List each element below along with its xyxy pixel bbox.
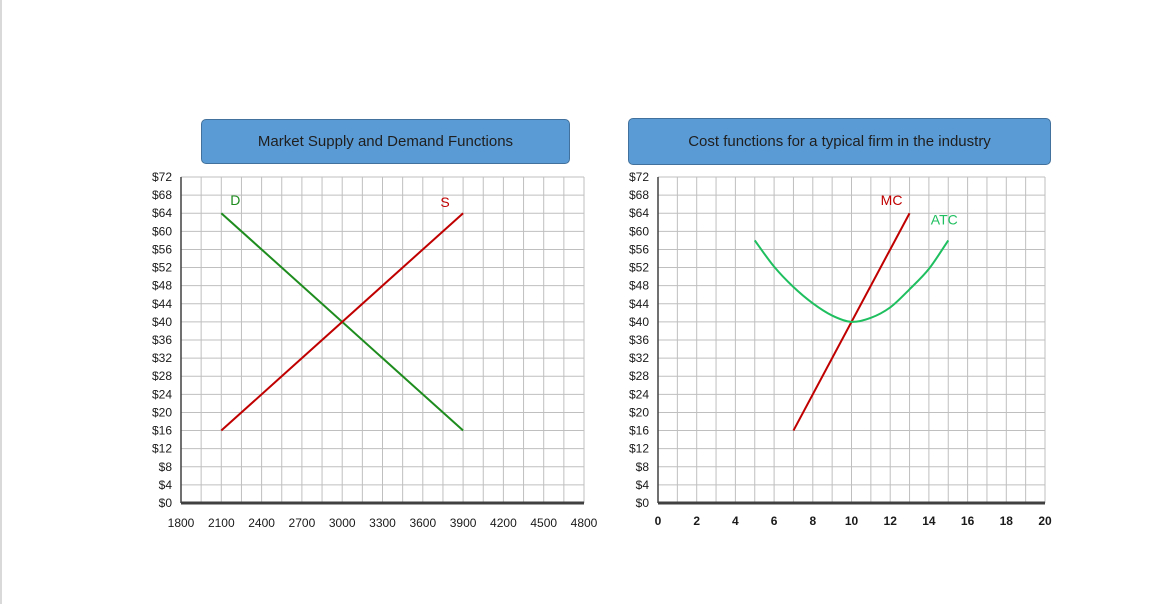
y-tick-label: $32 — [152, 351, 172, 365]
y-tick-label: $8 — [636, 460, 650, 474]
x-tick-label: 2400 — [248, 516, 275, 530]
y-tick-label: $0 — [159, 496, 173, 510]
y-tick-label: $4 — [636, 478, 650, 492]
y-tick-label: $44 — [629, 297, 649, 311]
x-tick-label: 3000 — [329, 516, 356, 530]
y-tick-label: $28 — [152, 369, 172, 383]
y-tick-label: $0 — [636, 496, 650, 510]
x-tick-label: 10 — [845, 514, 859, 528]
x-tick-label: 8 — [809, 514, 816, 528]
x-tick-label: 14 — [922, 514, 936, 528]
x-tick-label: 1800 — [168, 516, 195, 530]
y-tick-label: $44 — [152, 297, 172, 311]
x-tick-label: 3900 — [450, 516, 477, 530]
y-tick-label: $56 — [629, 242, 649, 256]
y-tick-label: $72 — [152, 170, 172, 184]
y-tick-label: $24 — [152, 387, 172, 401]
y-tick-label: $68 — [629, 188, 649, 202]
series-label-s: S — [440, 194, 449, 210]
y-tick-label: $40 — [152, 315, 172, 329]
cost-chart-title: Cost functions for a typical firm in the… — [628, 118, 1051, 165]
x-tick-label: 3300 — [369, 516, 396, 530]
y-tick-label: $48 — [152, 279, 172, 293]
y-tick-label: $12 — [152, 442, 172, 456]
y-tick-label: $64 — [152, 206, 172, 220]
y-tick-label: $24 — [629, 387, 649, 401]
y-tick-label: $36 — [629, 333, 649, 347]
y-tick-label: $4 — [159, 478, 173, 492]
series-label-mc: MC — [881, 192, 903, 208]
y-tick-label: $20 — [152, 405, 172, 419]
market-chart-title: Market Supply and Demand Functions — [201, 119, 570, 164]
x-tick-label: 2 — [693, 514, 700, 528]
y-tick-label: $36 — [152, 333, 172, 347]
y-tick-label: $16 — [152, 424, 172, 438]
y-tick-label: $52 — [152, 261, 172, 275]
y-tick-label: $52 — [629, 261, 649, 275]
series-label-atc: ATC — [931, 211, 958, 227]
series-label-d: D — [230, 192, 240, 208]
page-border — [0, 0, 2, 604]
y-tick-label: $28 — [629, 369, 649, 383]
y-tick-label: $64 — [629, 206, 649, 220]
y-tick-label: $48 — [629, 279, 649, 293]
x-tick-label: 4 — [732, 514, 739, 528]
y-tick-label: $72 — [629, 170, 649, 184]
y-tick-label: $20 — [629, 405, 649, 419]
series-line-s — [220, 212, 464, 432]
y-tick-label: $32 — [629, 351, 649, 365]
x-tick-label: 12 — [884, 514, 898, 528]
x-tick-label: 20 — [1038, 514, 1052, 528]
y-tick-label: $60 — [152, 224, 172, 238]
x-tick-label: 4500 — [530, 516, 557, 530]
x-tick-label: 4800 — [571, 516, 598, 530]
x-tick-label: 18 — [1000, 514, 1014, 528]
x-tick-label: 2100 — [208, 516, 235, 530]
x-tick-label: 16 — [961, 514, 975, 528]
x-tick-label: 4200 — [490, 516, 517, 530]
x-tick-label: 3600 — [409, 516, 436, 530]
y-tick-label: $8 — [159, 460, 173, 474]
y-tick-label: $16 — [629, 424, 649, 438]
x-tick-label: 0 — [655, 514, 662, 528]
y-tick-label: $40 — [629, 315, 649, 329]
market-supply-demand-chart: $0 $4 $8 $12 $16 $20 $24 $28 $32 $36 $40 $44 $48 $52 $… — [152, 170, 598, 530]
x-tick-label: 2700 — [289, 516, 316, 530]
y-tick-label: $12 — [629, 442, 649, 456]
x-tick-label: 6 — [771, 514, 778, 528]
firm-cost-chart: $0 $4 $8 $12 $16 $20 $24 $28 $32 $36 $40 $44 $48 $52 $… — [629, 170, 1052, 528]
y-tick-label: $60 — [629, 224, 649, 238]
y-tick-label: $56 — [152, 242, 172, 256]
y-tick-label: $68 — [152, 188, 172, 202]
series-line-atc — [753, 239, 950, 323]
